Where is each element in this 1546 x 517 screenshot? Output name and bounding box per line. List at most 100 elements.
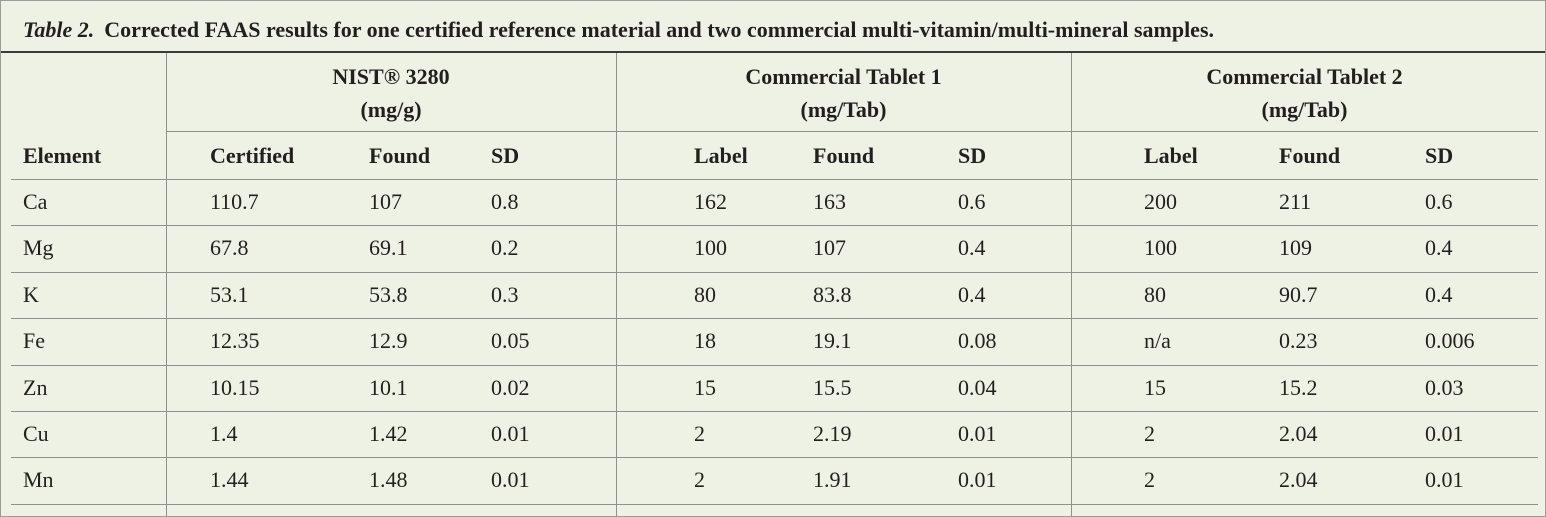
- cell: 80: [694, 281, 716, 307]
- column-divider: [166, 53, 167, 516]
- cell: 12.35: [210, 328, 260, 354]
- cell: 12.9: [369, 328, 408, 354]
- cell: 1.91: [813, 467, 852, 493]
- cell: 2.19: [813, 421, 852, 446]
- cell: 90.7: [1279, 281, 1318, 307]
- cell: 53.1: [210, 281, 249, 307]
- cell: 100: [1144, 235, 1177, 261]
- cell: 0.01: [1425, 421, 1464, 446]
- cell: 0.01: [958, 421, 997, 446]
- cell: n/a: [1144, 328, 1171, 354]
- row-label: Fe: [23, 328, 45, 354]
- cell: 109: [1279, 235, 1312, 261]
- cell: 107: [369, 189, 402, 214]
- column-header: Found: [369, 143, 431, 168]
- cell: 10.15: [210, 374, 260, 400]
- group-unit: (mg/g): [360, 97, 422, 122]
- cell: 2: [694, 421, 705, 446]
- row-rule: [11, 457, 1538, 459]
- cell: 0.05: [491, 328, 530, 354]
- cell: 0.23: [1279, 328, 1318, 354]
- cell: 2: [1144, 421, 1155, 446]
- group-unit: (mg/Tab): [800, 97, 887, 122]
- cell: 0.01: [491, 467, 530, 493]
- row-label: Mg: [23, 235, 54, 261]
- cell: 0.2: [491, 235, 519, 261]
- column-header: SD: [1425, 143, 1454, 168]
- cell: 1.42: [369, 421, 408, 446]
- cell: 0.01: [958, 467, 997, 493]
- row-rule: [11, 271, 1538, 273]
- cell: 1.44: [210, 467, 249, 493]
- cell: 80: [1144, 281, 1166, 307]
- cell: 107: [813, 235, 846, 261]
- cell: 2: [1144, 467, 1155, 493]
- cell: 2.04: [1279, 467, 1318, 493]
- row-label: K: [23, 281, 39, 307]
- column-header: Element: [23, 143, 102, 168]
- cell: 2: [694, 467, 705, 493]
- header-rule: [11, 179, 1538, 180]
- group-unit: (mg/Tab): [1261, 97, 1348, 122]
- cell: 0.04: [958, 374, 997, 400]
- cell: 0.006: [1425, 328, 1475, 354]
- group-name: NIST® 3280: [332, 64, 450, 89]
- column-header: Label: [694, 143, 748, 168]
- cell: 162: [694, 189, 727, 214]
- cell: 0.08: [958, 328, 997, 354]
- group-name: Commercial Tablet 1: [745, 64, 942, 89]
- cell: 2.04: [1279, 421, 1318, 446]
- column-header: Found: [813, 143, 875, 168]
- row-label: Ca: [23, 189, 48, 214]
- row-label: Mn: [23, 467, 54, 493]
- cell: 0.01: [491, 421, 530, 446]
- cell: 69.1: [369, 235, 408, 261]
- caption-rule: [1, 51, 1545, 53]
- cell: 15: [694, 374, 716, 400]
- cell: 1.4: [210, 421, 238, 446]
- cell: 100: [694, 235, 727, 261]
- row-label: Zn: [23, 374, 48, 400]
- column-header: SD: [491, 143, 520, 168]
- column-divider: [616, 53, 617, 516]
- cell: 10.1: [369, 374, 408, 400]
- cell: 0.01: [1425, 467, 1464, 493]
- cell: 0.3: [491, 281, 519, 307]
- column-header: Certified: [210, 143, 295, 168]
- row-label: Cu: [23, 421, 49, 446]
- row-rule: [11, 364, 1538, 366]
- cell: 0.4: [958, 281, 986, 307]
- cell: 0.03: [1425, 374, 1464, 400]
- caption-text: Corrected FAAS results for one certified…: [104, 17, 1215, 42]
- cell: 1.48: [369, 467, 408, 493]
- group-rule: [166, 131, 1538, 132]
- cell: 0.8: [491, 189, 519, 214]
- cell: 0.4: [958, 235, 986, 261]
- cell: 0.6: [958, 189, 986, 214]
- cell: 83.8: [813, 281, 852, 307]
- cell: 67.8: [210, 235, 249, 261]
- cell: 163: [813, 189, 846, 214]
- cell: 0.02: [491, 374, 530, 400]
- cell: 15.5: [813, 374, 852, 400]
- column-divider: [1071, 53, 1072, 516]
- cell: 19.1: [813, 328, 852, 354]
- cell: 110.7: [210, 189, 259, 214]
- row-rule: [11, 318, 1538, 320]
- caption-label: Table 2.: [23, 17, 95, 42]
- row-rule: [11, 503, 1538, 505]
- cell: 15: [1144, 374, 1166, 400]
- cell: 0.6: [1425, 189, 1453, 214]
- cell: 18: [694, 328, 716, 354]
- cell: 211: [1279, 189, 1312, 214]
- cell: 200: [1144, 189, 1177, 214]
- row-rule: [11, 411, 1538, 412]
- cell: 0.4: [1425, 281, 1453, 307]
- group-name: Commercial Tablet 2: [1206, 64, 1403, 89]
- cell: 0.4: [1425, 235, 1453, 261]
- column-header: Label: [1144, 143, 1198, 168]
- cell: 53.8: [369, 281, 408, 307]
- column-header: SD: [958, 143, 987, 168]
- column-header: Found: [1279, 143, 1341, 168]
